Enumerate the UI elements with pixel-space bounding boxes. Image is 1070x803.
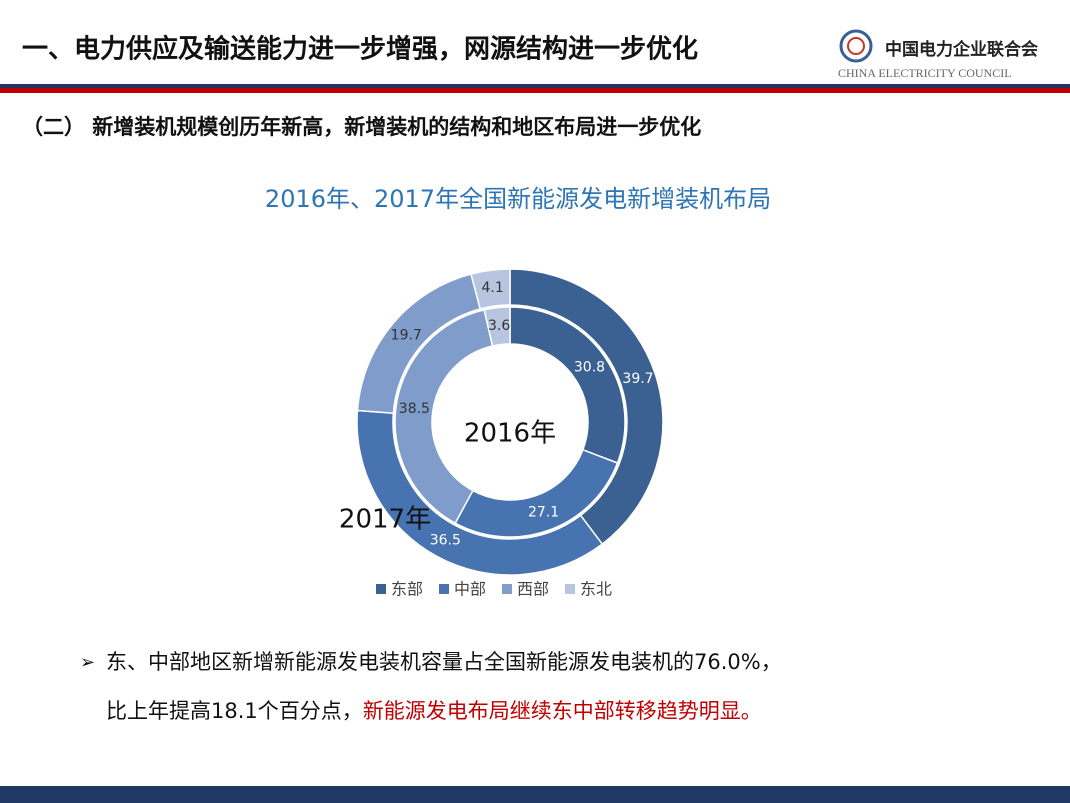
bullet-marker: ➢ [80, 652, 95, 673]
legend-label: 东北 [580, 580, 612, 599]
bullet-text: 比上年提高18.1个百分点， [106, 699, 363, 723]
data-label: 27.1 [528, 504, 559, 520]
data-label: 19.7 [391, 328, 422, 344]
legend-label: 中部 [454, 580, 486, 599]
logo-en: CHINA ELECTRICITY COUNCIL [838, 66, 1012, 80]
bullet-line-1: 东、中部地区新增新能源发电装机容量占全国新能源发电装机的76.0%， [106, 650, 782, 674]
legend-swatch [376, 584, 386, 594]
header-title: 一、电力供应及输送能力进一步增强，网源结构进一步优化 [22, 34, 698, 65]
legend-swatch [502, 584, 512, 594]
donut-segment [394, 309, 494, 525]
logo-icon [839, 29, 873, 63]
donut-chart: 30.8 27.1 38.5 3.6 39.7 36.5 19.7 4.1 2016年 2017年… [339, 268, 664, 599]
chart-title: 2016年、2017年全国新能源发电新增装机布局 [265, 185, 771, 213]
donut-segment [483, 306, 511, 347]
series-label: 2016年 [464, 419, 556, 449]
bullet-highlight: 新能源发电布局继续东中部转移趋势明显。 [363, 699, 762, 723]
donut-segment [509, 268, 664, 546]
legend-swatch [439, 584, 449, 594]
legend-label: 西部 [517, 580, 549, 599]
data-label: 39.7 [622, 371, 653, 387]
legend-swatch [565, 584, 575, 594]
subheading: （二） 新增装机规模创历年新高，新增装机的结构和地区布局进一步优化 [22, 115, 701, 139]
data-label: 4.1 [482, 280, 504, 296]
legend-label: 东部 [391, 580, 423, 599]
data-label: 38.5 [399, 401, 430, 417]
logo-cn: 中国电力企业联合会 [885, 39, 1038, 60]
bullet-line-2: 比上年提高18.1个百分点，新能源发电布局继续东中部转移趋势明显。 [106, 699, 762, 723]
donut-segment [470, 268, 511, 310]
data-label: 3.6 [488, 318, 510, 334]
donut-segment [356, 409, 604, 576]
data-label: 36.5 [430, 533, 461, 549]
logo-icon-inner [847, 37, 865, 55]
data-label: 30.8 [574, 359, 605, 375]
header-rule-red [0, 88, 1070, 93]
footer-bar [0, 786, 1070, 803]
series-label: 2017年 [339, 505, 431, 535]
header-rule-blue [0, 84, 1070, 88]
